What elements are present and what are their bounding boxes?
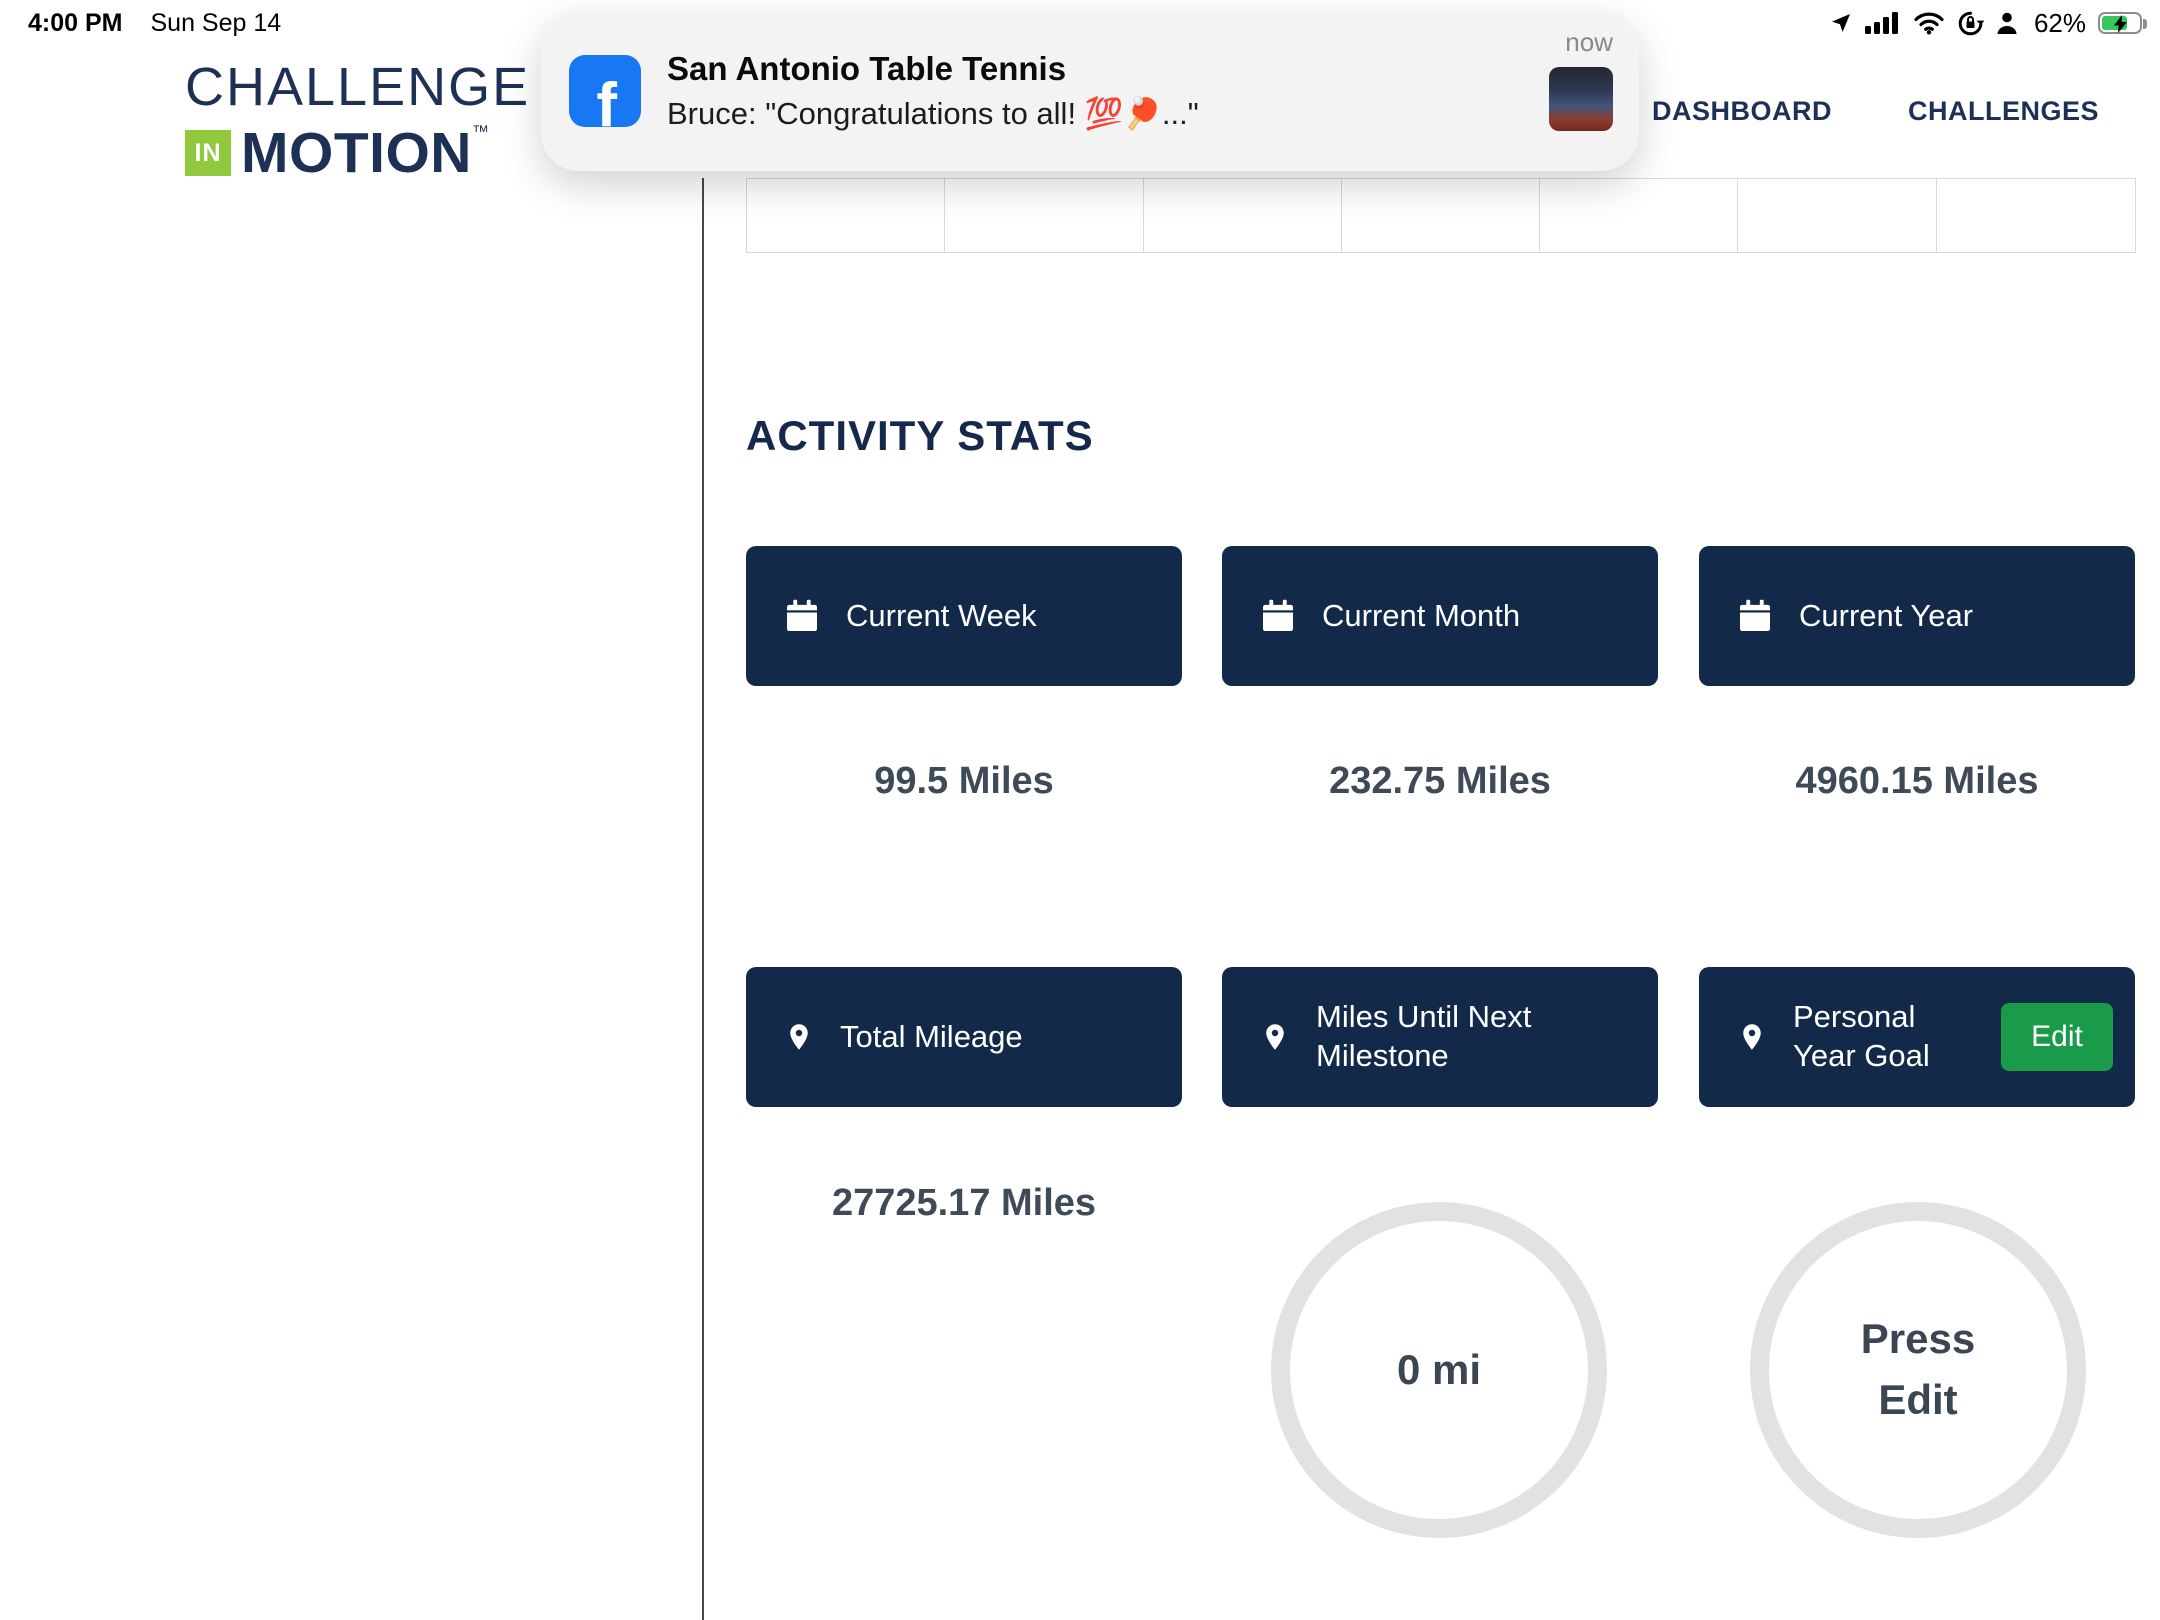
notification-message: Bruce: "Congratulations to all! 💯🏓..." — [667, 96, 1199, 131]
battery-nub — [2143, 19, 2147, 29]
person-icon — [1996, 11, 2018, 35]
total-mileage-card: Total Mileage — [746, 967, 1182, 1107]
charging-bolt-icon — [2114, 15, 2127, 33]
status-bar-left: 4:00 PM Sun Sep 14 — [28, 9, 281, 38]
challenge-in-motion-logo[interactable]: CHALLENGE IN MOTION ™ — [185, 56, 530, 186]
table-cell — [1937, 179, 2135, 252]
personal-year-goal-card: Personal Year Goal Edit — [1699, 967, 2135, 1107]
current-month-card: Current Month — [1222, 546, 1658, 686]
table-cell — [1738, 179, 1937, 252]
nav-challenges[interactable]: CHALLENGES — [1907, 96, 2099, 126]
pin-icon — [1737, 1018, 1767, 1056]
stat-card-label: Current Year — [1799, 597, 1974, 633]
current-year-card: Current Year — [1699, 546, 2135, 686]
current-week-value: 99.5 Miles — [874, 760, 1054, 802]
table-cell — [747, 179, 946, 252]
table-cell — [945, 179, 1144, 252]
pin-icon — [784, 1018, 814, 1056]
logo-motion-text: MOTION — [241, 121, 472, 185]
calendar-icon — [784, 598, 820, 634]
logo-trademark: ™ — [471, 122, 489, 141]
notification-title: San Antonio Table Tennis — [667, 50, 1067, 87]
location-arrow-icon — [1829, 11, 1853, 35]
stat-card-label: Miles Until Next Milestone — [1316, 999, 1532, 1073]
status-bar: 4:00 PM Sun Sep 14 — [0, 0, 2160, 46]
goal-circle-line1: Press — [1860, 1315, 1976, 1363]
notification-text: San Antonio Table Tennis Bruce: "Congrat… — [667, 50, 1549, 132]
current-year-value: 4960.15 Miles — [1795, 760, 2039, 802]
logo-line2: IN MOTION ™ — [185, 120, 530, 186]
table-cell — [1144, 179, 1342, 252]
current-month-value: 232.75 Miles — [1329, 760, 1551, 802]
pin-icon — [1260, 1018, 1290, 1056]
battery-icon — [2098, 12, 2147, 34]
calendar-icon — [1260, 598, 1296, 634]
stat-card-label: Current Month — [1322, 597, 1521, 633]
notification-banner[interactable]: f San Antonio Table Tennis Bruce: "Congr… — [541, 11, 1639, 171]
stat-card-label: Personal Year Goal — [1793, 999, 1930, 1073]
top-nav: DASHBOARD CHALLENGES — [1652, 96, 2099, 127]
facebook-icon: f — [569, 55, 641, 127]
logo-in-badge: IN — [185, 130, 231, 176]
clock-time: 4:00 PM — [28, 8, 123, 37]
year-goal-progress-circle: Press Edit — [1750, 1202, 2086, 1538]
calendar-icon — [1737, 598, 1773, 634]
goal-circle-line2: Edit — [1878, 1376, 1958, 1423]
notification-timestamp: now — [1565, 27, 1613, 57]
notification-thumbnail — [1549, 67, 1613, 131]
logo-challenge-text: CHALLENGE — [185, 57, 531, 117]
cellular-signal-icon — [1864, 11, 1901, 35]
rotation-lock-icon — [1957, 10, 1984, 37]
facebook-f-glyph: f — [596, 71, 617, 127]
miles-until-milestone-card: Miles Until Next Milestone — [1222, 967, 1658, 1107]
edit-goal-button[interactable]: Edit — [2001, 1003, 2113, 1071]
notification-meta: now — [1549, 11, 1613, 171]
milestone-progress-circle: 0 mi — [1271, 1202, 1607, 1538]
partial-table — [746, 178, 2136, 253]
table-cell — [1342, 179, 1541, 252]
nav-dashboard[interactable]: DASHBOARD — [1651, 96, 1832, 126]
clock-date: Sun Sep 14 — [150, 8, 282, 37]
content-divider-line — [702, 178, 704, 1620]
milestone-circle-value: 0 mi — [1396, 1345, 1482, 1393]
stat-card-label: Current Week — [846, 597, 1037, 633]
table-cell — [1540, 179, 1739, 252]
status-bar-right: 62% — [1829, 8, 2150, 39]
battery-percent-label: 62% — [2033, 7, 2086, 38]
current-week-card: Current Week — [746, 546, 1182, 686]
activity-stats-heading: ACTIVITY STATS — [746, 412, 1094, 459]
total-mileage-value: 27725.17 Miles — [831, 1182, 1097, 1224]
wifi-icon — [1913, 11, 1945, 35]
stat-card-label: Total Mileage — [840, 1018, 1023, 1054]
